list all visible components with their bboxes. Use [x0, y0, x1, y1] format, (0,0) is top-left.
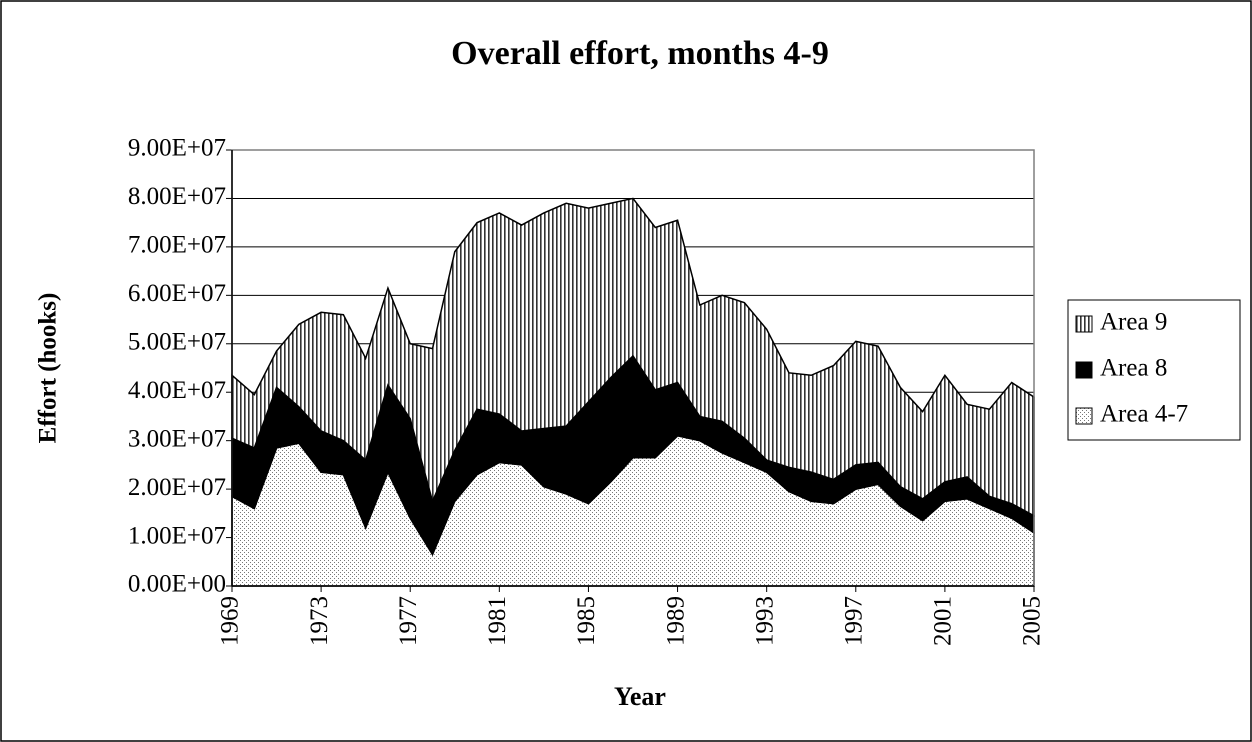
x-tick-label: 2005: [1019, 596, 1046, 646]
y-tick-label: 6.00E+07: [128, 280, 226, 307]
x-tick-label: 1977: [395, 596, 422, 646]
legend-swatch: [1075, 315, 1093, 333]
x-tick-label: 1985: [573, 596, 600, 646]
x-tick-label: 1993: [751, 596, 778, 646]
x-tick-label: 1981: [484, 596, 511, 646]
x-axis-title: Year: [614, 682, 666, 711]
legend-swatch: [1075, 407, 1093, 425]
x-tick-label: 1997: [841, 596, 868, 646]
y-tick-label: 8.00E+07: [128, 183, 226, 210]
x-tick-label: 1969: [217, 596, 244, 646]
axes: 0.00E+00 1.00E+07 2.00E+07 3.00E+07 4.00E+07…: [128, 135, 1046, 646]
legend: Area 4-7 Area 8 Area 9: [1075, 309, 1188, 428]
x-tick-label: 2001: [930, 596, 957, 646]
legend-box: [1067, 299, 1241, 441]
y-tick-label: 0.00E+00: [128, 571, 226, 598]
y-tick-label: 7.00E+07: [128, 232, 226, 259]
y-axis-title: Effort (hooks): [35, 293, 62, 444]
legend-label: Area 4-7: [1100, 401, 1188, 428]
chart-title: Overall effort, months 4-9: [451, 35, 829, 72]
y-tick-label: 1.00E+07: [128, 522, 226, 549]
legend-label: Area 8: [1100, 355, 1167, 382]
y-tick-label: 9.00E+07: [128, 135, 226, 162]
y-tick-label: 3.00E+07: [128, 425, 226, 452]
y-tick-label: 4.00E+07: [128, 377, 226, 404]
legend-swatch: [1075, 361, 1093, 379]
x-tick-label: 1989: [662, 596, 689, 646]
legend-label: Area 9: [1100, 309, 1167, 336]
x-tick-label: 1973: [306, 596, 333, 646]
y-tick-label: 2.00E+07: [128, 474, 226, 501]
y-tick-label: 5.00E+07: [128, 329, 226, 356]
